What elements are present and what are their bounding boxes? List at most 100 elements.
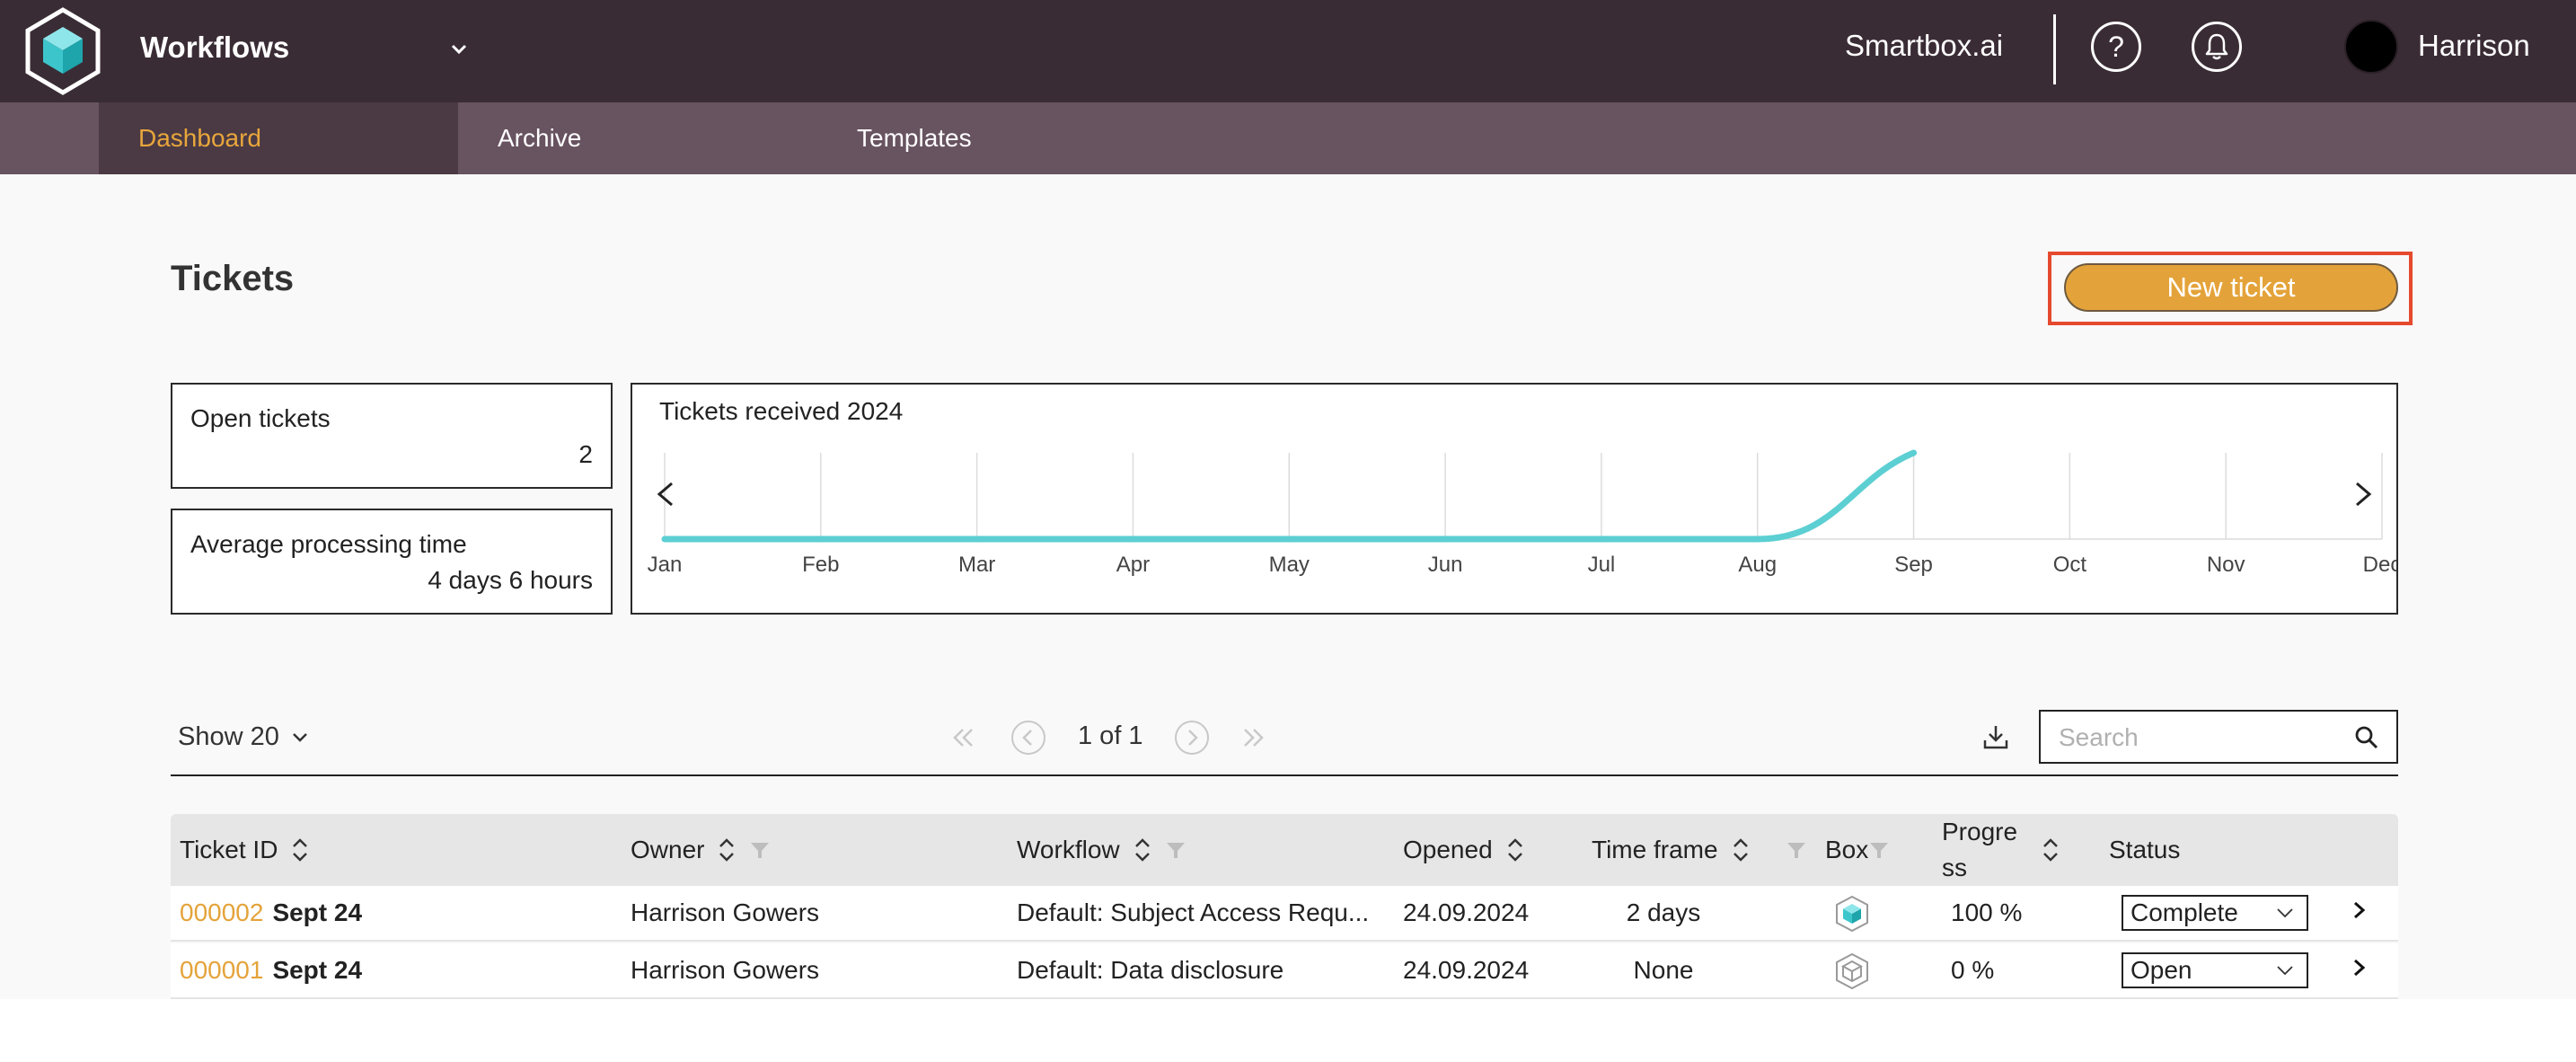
ticket-id-link[interactable]: 000002: [180, 898, 264, 926]
notifications-button[interactable]: [2192, 22, 2242, 72]
open-tickets-card: Open tickets 2: [171, 383, 613, 489]
page-title: Tickets: [171, 259, 295, 298]
chart-tick-label: Apr: [1116, 553, 1150, 577]
page-indicator: 1 of 1: [1078, 721, 1143, 750]
col-owner[interactable]: Owner: [631, 814, 771, 886]
time-frame-cell: None: [1633, 956, 1694, 984]
table-header: Ticket ID Owner Workflow Opened Time fra…: [171, 814, 2398, 886]
chart-grid: [664, 453, 2383, 540]
bell-icon: [2205, 33, 2228, 60]
help-icon: ?: [2108, 31, 2124, 63]
workflow-cell: Default: Data disclosure: [1017, 956, 1284, 984]
chart-tick-label: May: [1269, 553, 1310, 577]
chevron-down-icon: [2277, 908, 2293, 918]
sort-icon[interactable]: [1133, 835, 1152, 865]
col-progress[interactable]: Progre ss: [1942, 814, 2060, 886]
user-name[interactable]: Harrison: [2418, 29, 2530, 62]
chart-tick-label: Dec: [2363, 553, 2396, 577]
chevron-right-icon[interactable]: [2346, 898, 2371, 924]
col-box[interactable]: Box: [1825, 814, 1890, 886]
chevron-down-icon: [2277, 966, 2293, 976]
col-opened[interactable]: Opened: [1403, 814, 1525, 886]
chart-tick-label: Nov: [2207, 553, 2245, 577]
progress-cell: 0 %: [1951, 956, 1995, 984]
sort-icon[interactable]: [1731, 835, 1751, 865]
chart-tick-label: Feb: [802, 553, 839, 577]
table-row[interactable]: 000001 Sept 24 Harrison Gowers Default: …: [171, 943, 2398, 999]
sort-icon[interactable]: [2041, 835, 2060, 865]
col-status-label: Status: [2109, 836, 2181, 863]
filter-icon[interactable]: [749, 839, 771, 861]
avg-processing-card: Average processing time 4 days 6 hours: [171, 509, 613, 615]
col-status[interactable]: Status: [2109, 814, 2180, 886]
workspace-title[interactable]: Workflows: [140, 31, 290, 64]
col-workflow[interactable]: Workflow: [1017, 814, 1187, 886]
sort-icon[interactable]: [290, 835, 310, 865]
filter-icon[interactable]: [1786, 839, 1807, 861]
col-ticket-id[interactable]: Ticket ID: [180, 814, 310, 886]
progress-cell: 100 %: [1951, 898, 2023, 926]
tickets-chart: Jan Feb Mar Apr May Jun Jul Aug Sep Oct Nov Dec: [648, 449, 2396, 577]
help-button[interactable]: ?: [2091, 22, 2141, 72]
next-page-icon[interactable]: [1173, 719, 1211, 757]
status-select[interactable]: Open: [2122, 952, 2308, 988]
new-ticket-button[interactable]: New ticket: [2064, 263, 2398, 312]
chart-tick-label: Jan: [648, 553, 683, 577]
col-owner-label: Owner: [631, 836, 705, 863]
first-page-icon[interactable]: [945, 719, 983, 757]
page-size-select[interactable]: Show 20: [178, 722, 310, 752]
top-bar: Workflows Smartbox.ai ? Harrison: [0, 0, 2576, 102]
open-tickets-value: 2: [578, 440, 593, 468]
opened-cell: 24.09.2024: [1403, 898, 1530, 926]
status-select[interactable]: Complete: [2122, 895, 2308, 931]
highlight-frame: [2048, 252, 2413, 325]
filter-icon[interactable]: [1868, 839, 1890, 861]
sort-icon[interactable]: [1505, 835, 1525, 865]
last-page-icon[interactable]: [1234, 719, 1272, 757]
main-nav: Dashboard Archive Templates: [0, 102, 2576, 174]
top-divider: [2053, 14, 2056, 84]
col-workflow-label: Workflow: [1017, 836, 1120, 863]
ticket-id-link[interactable]: 000001: [180, 956, 264, 984]
col-opened-label: Opened: [1403, 836, 1493, 863]
app-root: Workflows Smartbox.ai ? Harrison Dashboa…: [0, 0, 2576, 999]
chevron-right-icon[interactable]: [2346, 956, 2371, 981]
table-row[interactable]: 000002 Sept 24 Harrison Gowers Default: …: [171, 886, 2398, 942]
toolbar-divider: [171, 774, 2398, 776]
owner-cell: Harrison Gowers: [631, 956, 820, 984]
chevron-down-icon: [292, 732, 307, 742]
sort-icon[interactable]: [717, 835, 737, 865]
search-icon[interactable]: [2353, 724, 2380, 751]
chart-prev-icon[interactable]: [657, 482, 673, 507]
chart-tick-label: Aug: [1738, 553, 1777, 577]
chart-next-icon[interactable]: [2356, 482, 2372, 507]
avatar[interactable]: [2344, 20, 2398, 74]
filter-icon[interactable]: [1165, 839, 1187, 861]
chart-tick-label: Jul: [1588, 553, 1616, 577]
col-progress-label: Progre ss: [1942, 818, 2018, 881]
chart-tick-label: Sep: [1894, 553, 1933, 577]
time-frame-cell: 2 days: [1626, 898, 1701, 926]
page-size-label: Show 20: [178, 722, 279, 751]
chart-tick-label: Jun: [1428, 553, 1463, 577]
chart-tick-label: Mar: [958, 553, 995, 577]
cube-logo-icon[interactable]: [23, 7, 102, 95]
ticket-date: Sept 24: [272, 898, 363, 926]
opened-cell: 24.09.2024: [1403, 956, 1530, 984]
cube-color-icon: [1836, 895, 1868, 933]
tab-archive[interactable]: Archive: [498, 124, 582, 152]
search-box: [2039, 710, 2398, 764]
download-icon[interactable]: [1980, 721, 2012, 753]
avg-processing-value: 4 days 6 hours: [428, 566, 593, 594]
ticket-date: Sept 24: [272, 956, 363, 984]
search-input[interactable]: [2057, 719, 2330, 757]
col-time-frame[interactable]: Time frame: [1592, 814, 1751, 886]
status-value: Open: [2130, 956, 2192, 984]
prev-page-icon[interactable]: [1010, 719, 1047, 757]
tab-dashboard[interactable]: Dashboard: [99, 102, 458, 174]
chevron-down-icon[interactable]: [447, 38, 471, 61]
workflow-cell: Default: Subject Access Requ...: [1017, 898, 1370, 926]
cube-outline-icon: [1836, 952, 1868, 990]
col-time-frame-label: Time frame: [1592, 836, 1718, 863]
tab-templates[interactable]: Templates: [857, 124, 972, 152]
